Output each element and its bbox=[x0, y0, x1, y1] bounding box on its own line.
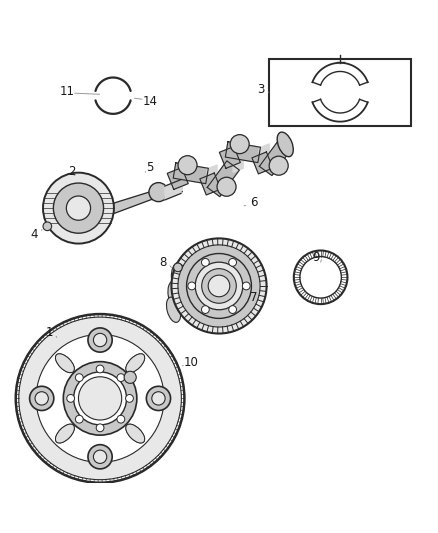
Circle shape bbox=[96, 365, 104, 373]
Circle shape bbox=[30, 386, 54, 410]
Circle shape bbox=[201, 305, 209, 313]
Ellipse shape bbox=[166, 297, 181, 322]
Text: 11: 11 bbox=[59, 85, 74, 98]
Text: 10: 10 bbox=[184, 356, 198, 369]
Polygon shape bbox=[233, 155, 243, 172]
Circle shape bbox=[19, 317, 181, 480]
Polygon shape bbox=[207, 161, 240, 197]
Polygon shape bbox=[225, 142, 261, 163]
Ellipse shape bbox=[56, 424, 74, 443]
Text: 5: 5 bbox=[146, 160, 153, 174]
Circle shape bbox=[152, 392, 165, 405]
Circle shape bbox=[75, 374, 83, 382]
Circle shape bbox=[146, 386, 170, 410]
Ellipse shape bbox=[56, 354, 74, 373]
Ellipse shape bbox=[171, 262, 189, 293]
Circle shape bbox=[269, 156, 288, 175]
Circle shape bbox=[78, 377, 122, 420]
Circle shape bbox=[117, 374, 125, 382]
Circle shape bbox=[66, 196, 91, 220]
Ellipse shape bbox=[56, 354, 74, 373]
Polygon shape bbox=[200, 173, 221, 195]
Circle shape bbox=[74, 372, 127, 425]
Text: 8: 8 bbox=[159, 256, 166, 269]
Circle shape bbox=[173, 263, 182, 272]
Polygon shape bbox=[219, 147, 240, 168]
Polygon shape bbox=[165, 180, 181, 200]
Circle shape bbox=[88, 328, 112, 352]
Circle shape bbox=[53, 183, 103, 233]
Circle shape bbox=[124, 372, 136, 383]
Circle shape bbox=[202, 269, 236, 303]
Circle shape bbox=[178, 245, 260, 327]
Polygon shape bbox=[259, 144, 269, 162]
Circle shape bbox=[188, 282, 196, 290]
Ellipse shape bbox=[56, 424, 74, 443]
Polygon shape bbox=[167, 167, 188, 189]
Circle shape bbox=[93, 450, 107, 463]
Circle shape bbox=[36, 334, 164, 463]
Circle shape bbox=[85, 383, 116, 414]
Circle shape bbox=[229, 305, 237, 313]
Circle shape bbox=[242, 282, 250, 290]
Circle shape bbox=[64, 361, 137, 435]
Ellipse shape bbox=[126, 424, 145, 443]
Circle shape bbox=[187, 254, 251, 318]
Circle shape bbox=[67, 394, 74, 402]
Text: 9: 9 bbox=[313, 252, 320, 264]
Text: 14: 14 bbox=[142, 95, 157, 108]
Circle shape bbox=[230, 135, 249, 154]
Circle shape bbox=[208, 275, 230, 297]
Polygon shape bbox=[173, 163, 208, 184]
Ellipse shape bbox=[168, 281, 184, 309]
Circle shape bbox=[195, 262, 243, 310]
Circle shape bbox=[93, 333, 107, 346]
Text: 3: 3 bbox=[257, 83, 265, 96]
Ellipse shape bbox=[126, 424, 145, 443]
Text: 4: 4 bbox=[31, 228, 38, 240]
Circle shape bbox=[300, 256, 341, 298]
Circle shape bbox=[117, 415, 125, 423]
FancyBboxPatch shape bbox=[269, 59, 411, 126]
Ellipse shape bbox=[126, 354, 145, 373]
Circle shape bbox=[43, 222, 52, 231]
Circle shape bbox=[126, 394, 134, 402]
Polygon shape bbox=[165, 181, 182, 197]
Circle shape bbox=[171, 238, 267, 334]
Ellipse shape bbox=[126, 354, 145, 373]
Circle shape bbox=[201, 259, 209, 266]
Text: 2: 2 bbox=[68, 165, 76, 178]
Polygon shape bbox=[252, 152, 273, 174]
Polygon shape bbox=[259, 140, 292, 175]
Circle shape bbox=[178, 156, 197, 175]
Circle shape bbox=[294, 251, 347, 304]
Circle shape bbox=[16, 314, 184, 483]
Circle shape bbox=[96, 424, 104, 432]
Text: 6: 6 bbox=[250, 196, 258, 209]
Circle shape bbox=[43, 173, 114, 244]
Circle shape bbox=[217, 177, 236, 196]
Circle shape bbox=[88, 445, 112, 469]
Circle shape bbox=[229, 259, 237, 266]
Circle shape bbox=[75, 415, 83, 423]
Polygon shape bbox=[207, 165, 217, 183]
Text: 1: 1 bbox=[46, 326, 53, 339]
Circle shape bbox=[35, 392, 48, 405]
Polygon shape bbox=[114, 187, 165, 213]
Text: 7: 7 bbox=[250, 291, 258, 304]
Ellipse shape bbox=[277, 132, 293, 157]
Circle shape bbox=[149, 183, 168, 201]
